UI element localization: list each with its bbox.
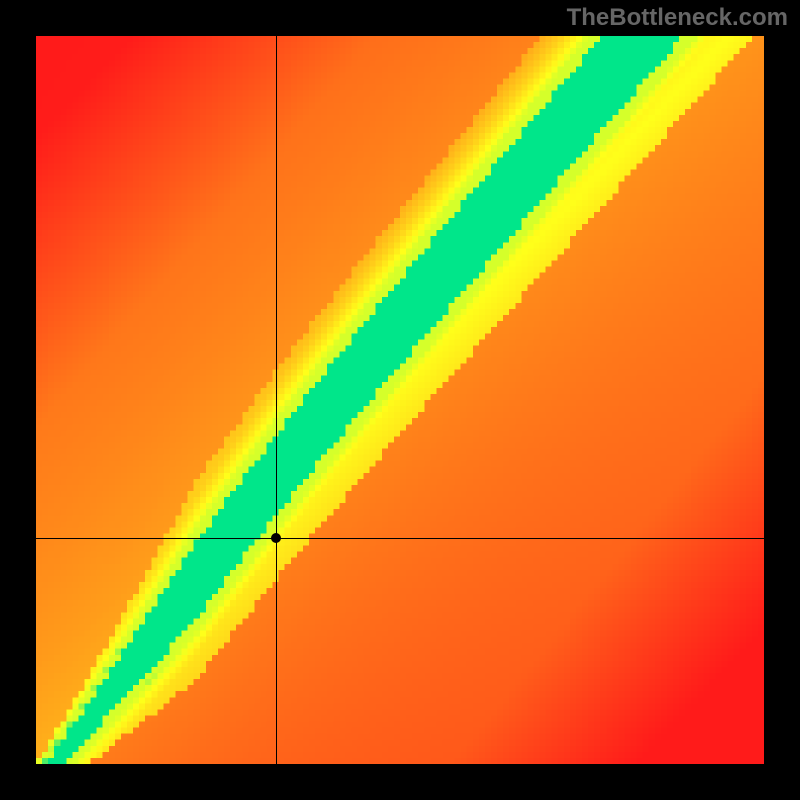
watermark-text: TheBottleneck.com — [567, 4, 788, 32]
heatmap-plot — [36, 36, 764, 764]
crosshair-vertical — [276, 36, 277, 764]
heatmap-canvas — [36, 36, 764, 764]
crosshair-marker — [271, 533, 281, 543]
crosshair-horizontal — [36, 538, 764, 539]
